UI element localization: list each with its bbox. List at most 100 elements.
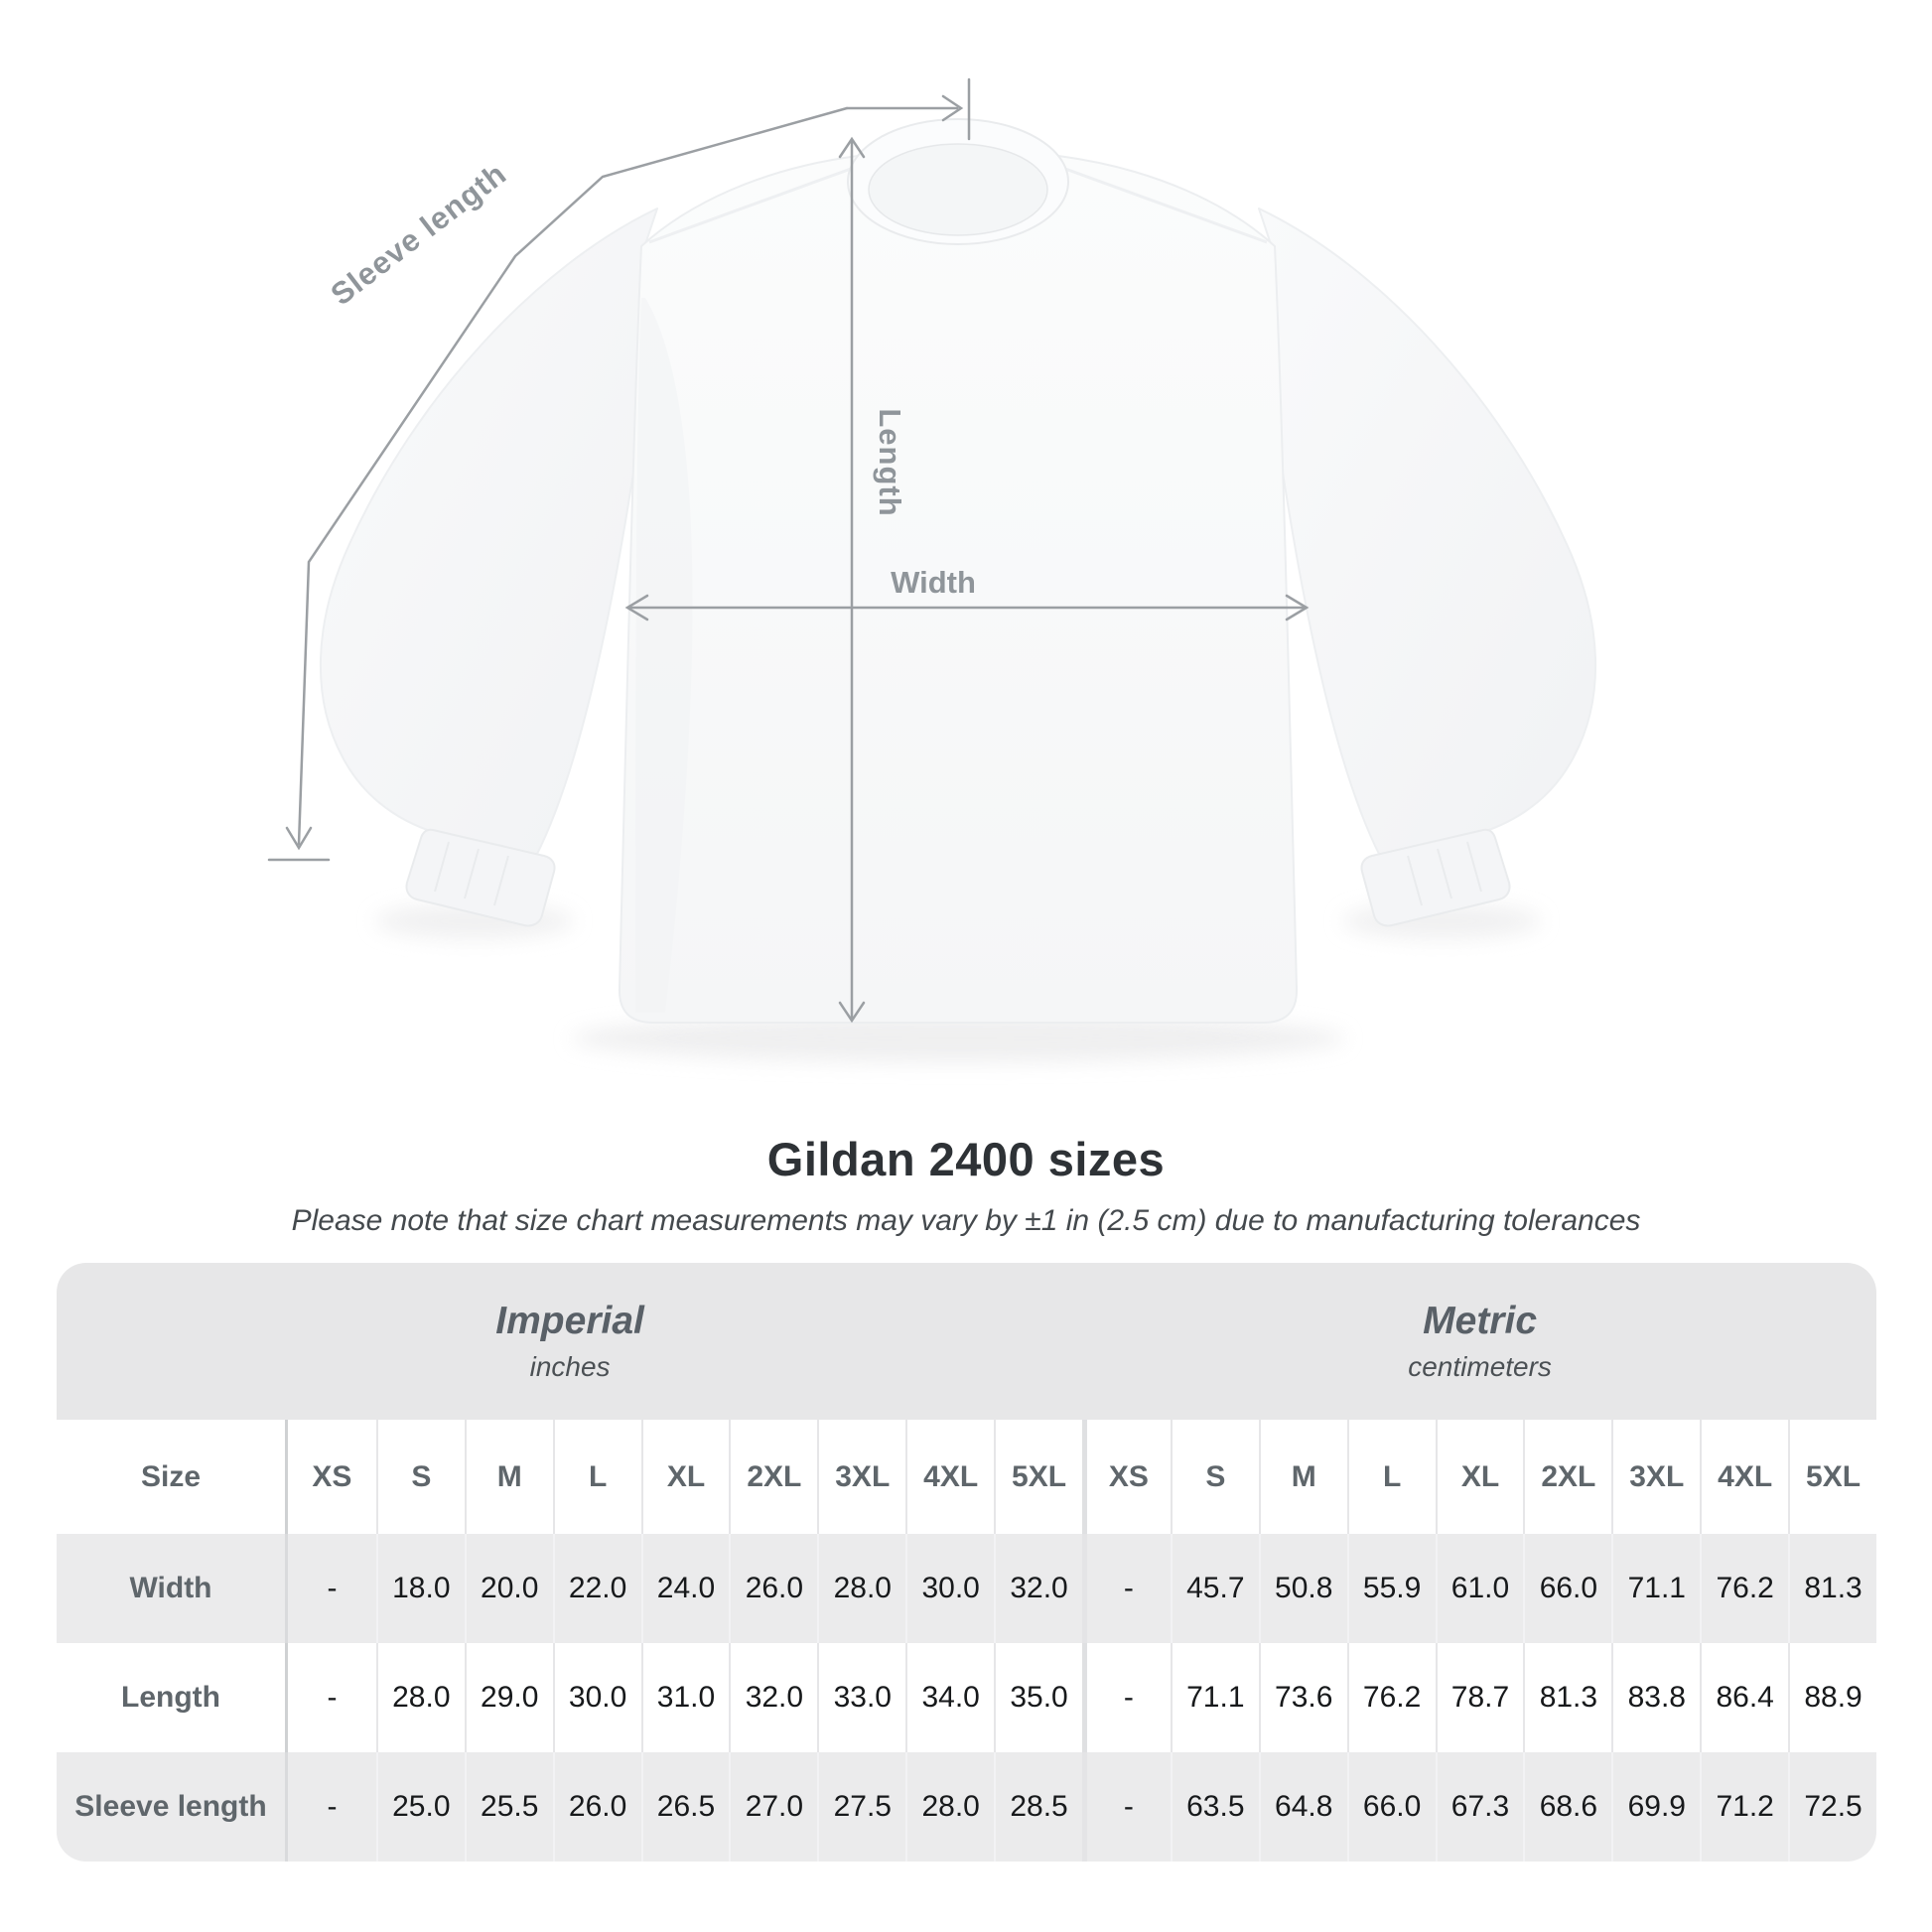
page-subtitle: Please note that size chart measurements… [291,1204,1641,1237]
value-cell: 73.6 [1258,1643,1347,1752]
size-cell: M [464,1420,553,1534]
value-cell: 83.8 [1611,1643,1700,1752]
size-cell: 4XL [905,1420,994,1534]
row-label-cell: Length [57,1643,288,1752]
value-cell: 76.2 [1346,1643,1436,1752]
imperial-unit: inches [529,1351,611,1382]
value-cell: 86.4 [1700,1643,1788,1752]
value-cell: 78.7 [1435,1643,1524,1752]
value-cell: 69.9 [1611,1752,1700,1862]
value-cell: 68.6 [1523,1752,1611,1862]
value-cell: 25.5 [464,1752,553,1862]
size-cell: XS [1081,1420,1171,1534]
size-cell: 3XL [1611,1420,1700,1534]
imperial-section-header: Imperial inches [57,1263,1083,1420]
table-row-sleeve-length: Sleeve length - 25.0 25.5 26.0 26.5 27.0… [57,1752,1876,1862]
size-cell: 5XL [1788,1420,1876,1534]
measurement-lines [267,77,1310,1024]
shirt-measurement-diagram: Sleeve length Length Width [267,77,1596,1062]
value-cell: 26.0 [552,1752,641,1862]
value-cell: 28.0 [905,1752,994,1862]
metric-section-header: Metric centimeters [1083,1263,1876,1420]
right-shoulder-seam [1053,163,1268,244]
value-cell: - [327,1572,338,1604]
value-cell: 63.5 [1170,1752,1259,1862]
left-sleeve [320,207,658,857]
value-cell: 45.7 [1170,1534,1259,1643]
value-cell: 26.5 [640,1752,730,1862]
value-cell: 32.0 [994,1534,1082,1643]
value-cell: 30.0 [905,1534,994,1643]
size-table: Imperial inches Metric centimeters Size … [57,1263,1876,1862]
size-cell: XL [1435,1420,1524,1534]
value-cell: 81.3 [1788,1534,1876,1643]
size-cell: XL [640,1420,730,1534]
value-cell: - [327,1790,338,1823]
value-cell: 27.0 [729,1752,817,1862]
value-cell: 81.3 [1523,1643,1611,1752]
value-cell: 28.0 [375,1643,465,1752]
sleeve-length-label: Sleeve length [325,156,513,312]
table-row-width: Width - 18.0 20.0 22.0 24.0 26.0 28.0 30… [57,1534,1876,1643]
size-cell: S [1170,1420,1259,1534]
width-label: Width [891,565,976,600]
value-cell: 22.0 [552,1534,641,1643]
size-header-row: Size XS S M L XL 2XL 3XL 4XL 5XL XS S M … [57,1420,1876,1534]
size-cell: L [1346,1420,1436,1534]
value-cell: 66.0 [1346,1752,1436,1862]
right-cuff [1360,828,1511,927]
fold-shading [635,298,693,1013]
value-cell: 18.0 [375,1534,465,1643]
value-cell: 25.0 [375,1752,465,1862]
value-cell: 67.3 [1435,1752,1524,1862]
left-cuff-ribs [434,841,509,906]
size-cell: S [375,1420,465,1534]
size-header-cell: Size [57,1420,288,1534]
size-cell: XS [312,1459,352,1493]
value-cell: 71.1 [1611,1534,1700,1643]
value-cell: 50.8 [1258,1534,1347,1643]
value-cell: 64.8 [1258,1752,1347,1862]
value-cell: 32.0 [729,1643,817,1752]
length-label: Length [873,408,907,516]
value-cell: - [1081,1534,1171,1643]
collar-inner [868,143,1048,236]
value-cell: 31.0 [640,1643,730,1752]
page-title: Gildan 2400 sizes [766,1133,1166,1185]
value-cell: 61.0 [1435,1534,1524,1643]
value-cell: 76.2 [1700,1534,1788,1643]
shirt-illustration [320,118,1596,1024]
value-cell: 30.0 [552,1643,641,1752]
sleeve-length-line [267,77,971,862]
value-cell: 27.5 [817,1752,905,1862]
value-cell: 88.9 [1788,1643,1876,1752]
size-cell: 2XL [729,1420,817,1534]
value-cell: 20.0 [464,1534,553,1643]
size-cell: 5XL [994,1420,1082,1534]
value-cell: 28.0 [817,1534,905,1643]
size-cell: 3XL [817,1420,905,1534]
value-cell: - [327,1681,338,1714]
shirt-shadow [375,903,1541,1062]
value-cell: - [1081,1752,1171,1862]
left-cuff [405,828,556,927]
row-label-cell: Width [57,1534,288,1643]
size-cell: 4XL [1700,1420,1788,1534]
value-cell: 24.0 [640,1534,730,1643]
right-sleeve [1258,207,1596,857]
size-cell: L [552,1420,641,1534]
value-cell: 71.2 [1700,1752,1788,1862]
value-cell: 71.1 [1170,1643,1259,1752]
value-cell: 28.5 [994,1752,1082,1862]
length-line [838,136,866,1024]
value-cell: 26.0 [729,1534,817,1643]
unit-band: Imperial inches Metric centimeters [57,1263,1876,1420]
metric-unit: centimeters [1408,1351,1552,1382]
left-shoulder-seam [648,163,863,244]
row-label-cell: Sleeve length [57,1752,288,1862]
value-cell: 35.0 [994,1643,1082,1752]
imperial-heading: Imperial [495,1300,644,1342]
value-cell: - [1081,1643,1171,1752]
metric-heading: Metric [1423,1300,1538,1342]
